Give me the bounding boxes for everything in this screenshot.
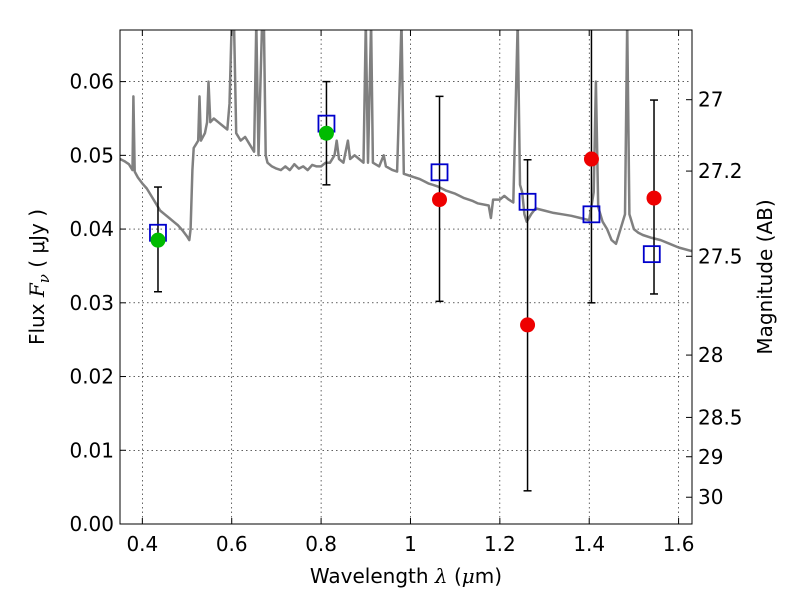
observed-point [318, 125, 334, 141]
y-tick-label: 0.00 [69, 512, 114, 536]
observed-point [432, 192, 448, 208]
x-tick-label: 1.6 [663, 532, 695, 556]
x-tick-label: 0.8 [305, 532, 337, 556]
grid [120, 30, 692, 524]
spectrum [120, 30, 692, 253]
y-axis-label: Flux Fν ( μJy ) [25, 209, 53, 345]
model-box [518, 192, 537, 211]
y2-tick-label: 28 [698, 343, 723, 367]
plot-frame [119, 29, 693, 525]
spectrum-line [120, 30, 692, 253]
y2-tick-label: 27 [698, 88, 723, 112]
y-tick-label: 0.01 [69, 438, 114, 462]
model-box [642, 245, 661, 264]
y2-tick-label: 30 [698, 485, 723, 509]
x-tick-label: 1.2 [484, 532, 516, 556]
y2-tick-label: 27.5 [698, 244, 743, 268]
x-tick-label: 1.4 [573, 532, 605, 556]
model-box [430, 163, 449, 182]
y2-tick-label: 28.5 [698, 405, 743, 429]
x-tick-label: 0.6 [216, 532, 248, 556]
model-box [582, 205, 601, 224]
y2-tick-label: 29 [698, 445, 723, 469]
y-tick-label: 0.02 [69, 365, 114, 389]
observed-point [583, 151, 599, 167]
x-axis-label: Wavelength λ (μm) [310, 564, 502, 588]
y-tick-label: 0.06 [69, 70, 114, 94]
y-tick-label: 0.03 [69, 291, 114, 315]
observed-point [646, 190, 662, 206]
y-tick-label: 0.04 [69, 217, 114, 241]
y-tick-label: 0.05 [69, 143, 114, 167]
axes-ticks: 0.4 0.6 0.8 1 1.2 1.4 1.6 0.00 0.01 0.02 0.03 0.04 0… [69, 30, 743, 556]
y2-tick-label: 27.2 [698, 159, 743, 183]
x-tick-label: 1 [404, 532, 417, 556]
data-points [149, 30, 662, 492]
x-tick-label: 0.4 [126, 532, 158, 556]
y2-axis-label: Magnitude (AB) [753, 199, 777, 354]
observed-point [150, 232, 166, 248]
observed-point [520, 317, 536, 333]
